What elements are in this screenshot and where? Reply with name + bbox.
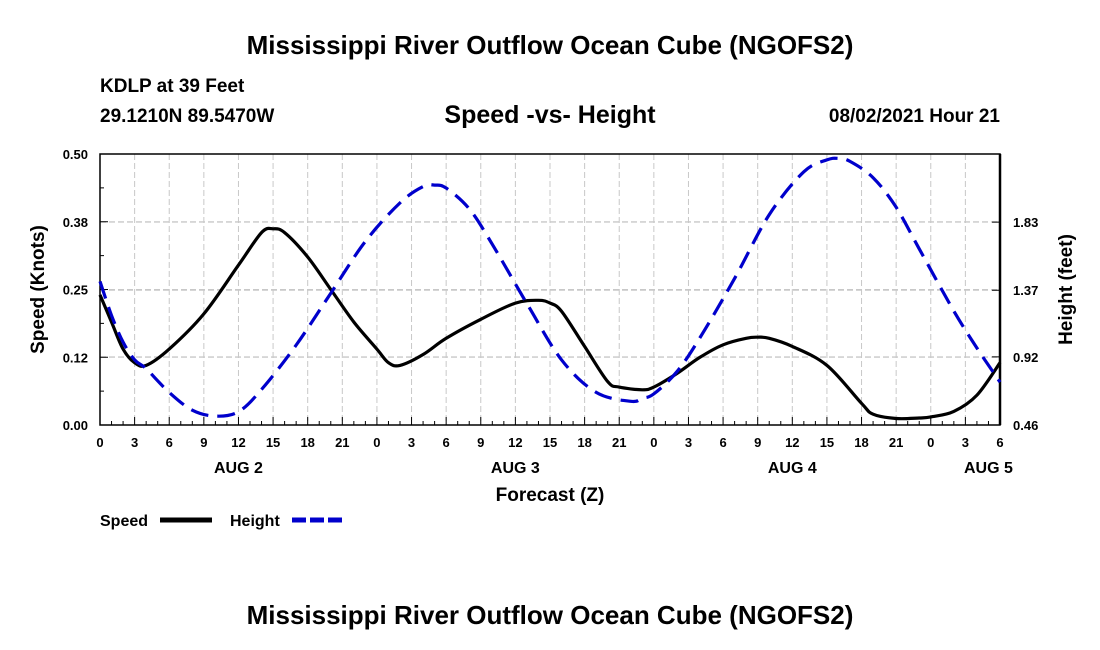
x-tick-label: 3 <box>131 435 138 450</box>
x-tick-label: 21 <box>612 435 626 450</box>
y-left-axis-title: Speed (Knots) <box>28 225 49 354</box>
x-tick-label: 12 <box>231 435 245 450</box>
day-label: AUG 4 <box>768 460 817 477</box>
x-tick-label: 3 <box>408 435 415 450</box>
y-right-tick-label: 1.83 <box>1013 215 1038 230</box>
x-tick-label: 3 <box>685 435 692 450</box>
x-tick-label: 6 <box>166 435 173 450</box>
x-tick-label: 9 <box>477 435 484 450</box>
x-tick-label: 18 <box>854 435 868 450</box>
day-label: AUG 5 <box>964 460 1013 477</box>
y-right-tick-label: 0.92 <box>1013 350 1038 365</box>
chart-title: Mississippi River Outflow Ocean Cube (NG… <box>246 30 854 60</box>
y-left-tick-label: 0.12 <box>63 350 88 365</box>
x-tick-label: 21 <box>889 435 903 450</box>
x-tick-label: 21 <box>335 435 349 450</box>
x-tick-label: 6 <box>719 435 726 450</box>
station-label: KDLP at 39 Feet <box>100 76 245 97</box>
y-right-axis-title: Height (feet) <box>1056 234 1077 345</box>
x-axis-title: Forecast (Z) <box>496 485 605 506</box>
x-tick-label: 9 <box>754 435 761 450</box>
y-right-tick-label: 1.37 <box>1013 283 1038 298</box>
legend-label-speed: Speed <box>100 513 148 530</box>
x-tick-label: 12 <box>785 435 799 450</box>
forecast-datetime: 08/02/2021 Hour 21 <box>828 106 1000 127</box>
x-tick-label: 0 <box>927 435 934 450</box>
y-right-tick-label: 0.46 <box>1013 418 1038 433</box>
x-tick-label: 6 <box>443 435 450 450</box>
x-tick-label: 0 <box>650 435 657 450</box>
x-tick-label: 15 <box>820 435 834 450</box>
y-left-tick-label: 0.00 <box>63 418 88 433</box>
y-left-tick-label: 0.38 <box>63 215 88 230</box>
series-line-speed <box>98 226 1002 421</box>
x-tick-label: 0 <box>96 435 103 450</box>
x-tick-label: 9 <box>200 435 207 450</box>
coordinates-label: 29.1210N 89.5470W <box>100 106 275 127</box>
x-tick-label: 18 <box>300 435 314 450</box>
y-left-tick-label: 0.50 <box>63 147 88 162</box>
day-label: AUG 3 <box>491 460 540 477</box>
x-tick-label: 3 <box>962 435 969 450</box>
x-tick-label: 6 <box>996 435 1003 450</box>
x-tick-label: 15 <box>543 435 557 450</box>
x-tick-label: 12 <box>508 435 522 450</box>
chart-subtitle: Speed -vs- Height <box>444 101 656 129</box>
legend-label-height: Height <box>230 513 280 530</box>
x-tick-label: 18 <box>577 435 591 450</box>
series-line-height <box>98 156 1002 418</box>
y-left-tick-label: 0.25 <box>63 283 88 298</box>
day-label: AUG 2 <box>214 460 263 477</box>
x-tick-label: 0 <box>373 435 380 450</box>
footer-title: Mississippi River Outflow Ocean Cube (NG… <box>246 600 854 630</box>
x-tick-label: 15 <box>266 435 280 450</box>
